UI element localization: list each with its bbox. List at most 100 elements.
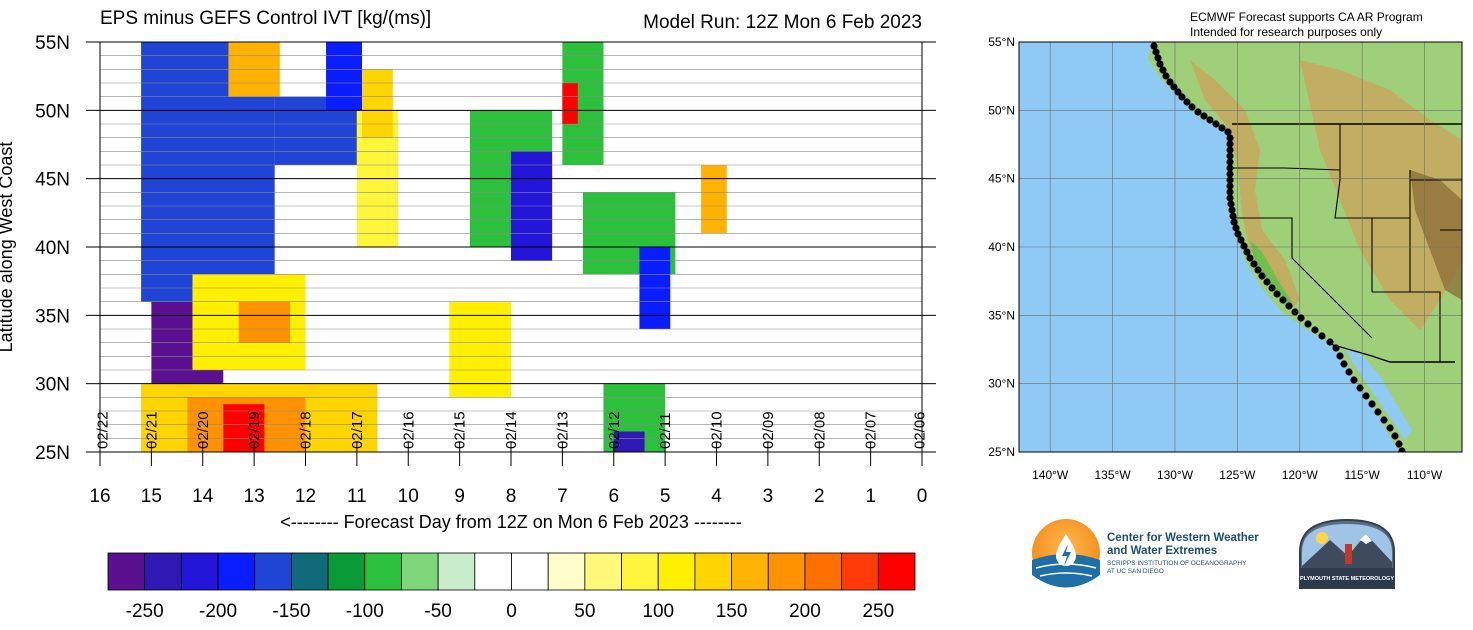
- heatmap-region-10: [613, 431, 645, 452]
- colorbar-swatch: [657, 552, 696, 591]
- coast-point: [1226, 170, 1234, 178]
- x-tick-label: 2: [814, 486, 825, 507]
- date-label: 02/07: [863, 411, 880, 449]
- coast-point: [1226, 176, 1234, 184]
- colorbar-swatch: [364, 552, 402, 591]
- heatmap-region-3: [326, 42, 363, 111]
- coast-point: [1254, 266, 1262, 274]
- coast-point: [1228, 206, 1236, 214]
- date-label: 02/10: [709, 411, 726, 449]
- coast-point: [1304, 320, 1312, 328]
- colorbar-swatch: [474, 552, 512, 591]
- x-tick-label: 10: [398, 486, 419, 507]
- date-label: 02/11: [657, 413, 674, 449]
- colorbar-tick-label: 50: [574, 601, 595, 622]
- date-label: 02/21: [143, 411, 160, 449]
- map-latitude-labels: 55°N 50°N 45°N 40°N 35°N 30°N 25°N: [988, 35, 1015, 459]
- map-lat-label: 40°N: [988, 240, 1015, 254]
- colorbar-swatch: [841, 552, 879, 591]
- coast-point: [1200, 112, 1208, 120]
- gulf-of-california: [1345, 350, 1412, 440]
- colorbar-swatch: [547, 552, 586, 591]
- psu-snowcap-icon: [1360, 534, 1372, 544]
- west-coast-map: [1019, 42, 1462, 452]
- vancouver-island: [1148, 48, 1212, 118]
- colorbar-swatch: [107, 552, 146, 591]
- coast-point: [1297, 314, 1305, 322]
- coast-point: [1374, 408, 1382, 416]
- x-tick-label: 15: [141, 486, 162, 507]
- colorbar-swatch: [437, 552, 476, 591]
- coast-point: [1279, 296, 1287, 304]
- x-tick-label: 13: [244, 486, 265, 507]
- plymouth-state-logo: PLYMOUTH STATE METEOROLOGY: [1299, 518, 1395, 589]
- date-label: 02/13: [554, 411, 571, 449]
- cw3e-name-line-1: Center for Western Weather: [1107, 532, 1259, 544]
- minor-gridlines: [100, 55, 922, 439]
- latitude-axis: 55N 50N 45N 40N 35N 30N 25N: [35, 33, 936, 464]
- coast-point: [1152, 48, 1160, 56]
- date-label: 02/14: [503, 411, 520, 449]
- coast-point: [1226, 188, 1234, 196]
- map-lat-label: 45°N: [988, 172, 1015, 186]
- colorbar-swatch: [584, 552, 622, 591]
- colorbar-swatch: [254, 552, 292, 591]
- psu-mountain-icon: [1302, 534, 1392, 568]
- date-label: 02/19: [246, 411, 263, 449]
- coast-point: [1229, 212, 1237, 220]
- map-lon-label: 115°W: [1345, 468, 1381, 482]
- map-longitude-labels: 140°W 135°W 130°W 125°W 120°W 115°W 110°W: [1032, 468, 1443, 482]
- date-label: 02/12: [606, 411, 623, 449]
- coast-point: [1159, 66, 1167, 74]
- coast-point: [1273, 290, 1281, 298]
- map-frame: [1018, 41, 1463, 453]
- colorbar-swatch: [511, 552, 549, 591]
- heatmap-region-19: [449, 301, 511, 398]
- note-line-1: ECMWF Forecast supports CA AR Program: [1190, 10, 1423, 24]
- colorbar: [107, 552, 916, 591]
- coast-point: [1154, 54, 1162, 62]
- coast-point: [1234, 230, 1242, 238]
- coast-point: [1226, 152, 1234, 160]
- coast-point: [1240, 242, 1248, 250]
- coast-point: [1398, 447, 1406, 452]
- map-lat-label: 35°N: [988, 308, 1015, 322]
- date-label: 02/17: [349, 411, 366, 449]
- colorbar-swatch: [731, 552, 769, 591]
- heatmap-region-20: [562, 83, 578, 124]
- coast-point: [1156, 60, 1164, 68]
- cascade-terrain: [1190, 60, 1300, 310]
- colorbar-tick-label: -250: [126, 601, 164, 622]
- coast-point: [1368, 400, 1376, 408]
- colorbar-tick-label: -200: [199, 601, 237, 622]
- y-tick-label: 30N: [35, 375, 70, 396]
- colorbar-tick-label: -150: [272, 601, 310, 622]
- colorbar-tick-label: 250: [862, 601, 894, 622]
- x-tick-label: 12: [295, 486, 316, 507]
- x-tick-label: 11: [347, 486, 367, 507]
- coast-point: [1206, 116, 1214, 124]
- forecast-day-axis: 16 15 14 13 12 11 10 9 8 7 6 5 4 3 2 1 0: [89, 452, 927, 507]
- high-mountains: [1410, 170, 1462, 300]
- date-label: 02/09: [760, 411, 777, 449]
- chart-title: EPS minus GEFS Control IVT [kg/(ms)]: [100, 8, 431, 29]
- coast-point: [1268, 284, 1276, 292]
- y-tick-label: 25N: [35, 443, 70, 464]
- heatmap-region-17: [362, 69, 393, 138]
- date-label: 02/08: [811, 411, 828, 449]
- colorbar-swatch: [621, 552, 659, 591]
- map-lat-label: 50°N: [988, 103, 1015, 117]
- coast-point: [1237, 236, 1245, 244]
- cw3e-institution-line-1: SCRIPPS INSTITUTION OF OCEANOGRAPHY: [1107, 560, 1247, 567]
- forecast-date-labels: 02/22 02/21 02/20 02/19 02/18 02/17 02/16 02/15…: [95, 411, 928, 452]
- y-tick-label: 50N: [35, 101, 70, 122]
- coast-point: [1230, 218, 1238, 226]
- colorbar-tick-label: -50: [424, 601, 451, 622]
- x-axis-label: <-------- Forecast Day from 12Z on Mon 6…: [280, 512, 742, 532]
- coast-point: [1226, 164, 1234, 172]
- coast-point: [1332, 344, 1340, 352]
- coastline-sample-points: [1150, 42, 1406, 452]
- coast-point: [1183, 98, 1191, 106]
- x-tick-label: 4: [711, 486, 722, 507]
